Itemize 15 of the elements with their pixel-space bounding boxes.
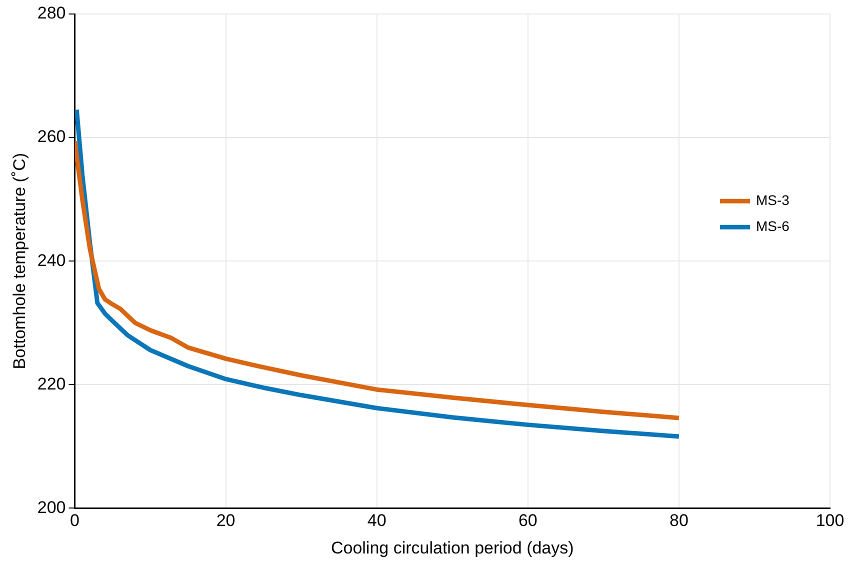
x-tick-label: 20 [216, 511, 236, 530]
y-tick-label: 260 [37, 127, 66, 146]
x-tick-label: 40 [367, 511, 386, 530]
y-tick-label: 280 [37, 4, 66, 23]
x-tick-label: 60 [518, 511, 538, 530]
y-axis-title: Bottomhole temperature (˚C) [10, 152, 29, 370]
y-tick-label: 240 [37, 250, 66, 270]
x-axis-title: Cooling circulation period (days) [330, 538, 574, 558]
x-tick-label: 100 [816, 511, 844, 530]
y-tick-label: 220 [37, 374, 66, 394]
x-tick-label: 80 [669, 511, 688, 530]
y-tick-label: 200 [37, 498, 66, 517]
legend-label: MS-6 [756, 218, 790, 234]
x-tick-label: 0 [70, 511, 80, 530]
legend-label: MS-3 [756, 192, 790, 208]
